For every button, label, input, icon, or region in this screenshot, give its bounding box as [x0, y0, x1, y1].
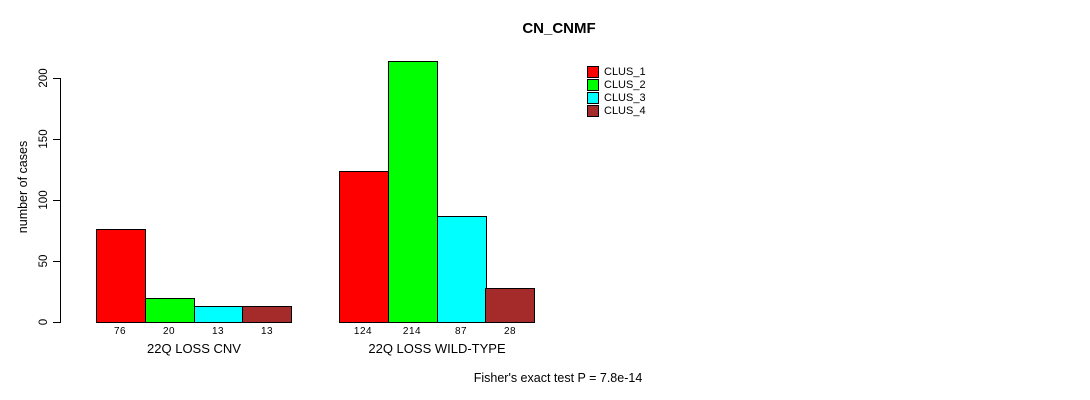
- legend: CLUS_1 CLUS_2 CLUS_3 CLUS_4: [587, 65, 646, 117]
- legend-swatch-icon: [587, 65, 599, 78]
- bar-clus_4-group1: [242, 306, 292, 323]
- bar-value-label: 13: [260, 326, 274, 337]
- bar-value-label: 20: [162, 326, 176, 337]
- bar-value-label: 76: [113, 326, 127, 337]
- legend-item-clus_2: CLUS_2: [587, 78, 646, 91]
- bar-clus_3-group1: [194, 306, 244, 323]
- chart-title: CN_CNMF: [522, 20, 596, 37]
- legend-label: CLUS_4: [604, 104, 646, 117]
- y-axis-tick: [53, 200, 60, 201]
- y-axis-tick: [53, 322, 60, 323]
- legend-swatch-icon: [587, 78, 599, 91]
- legend-item-clus_3: CLUS_3: [587, 91, 646, 104]
- y-tick-label: 200: [38, 68, 50, 88]
- bar-clus_3-group2: [437, 216, 487, 323]
- bar-clus_4-group2: [485, 288, 535, 323]
- bar-clus_1-group1: [96, 229, 146, 323]
- y-axis-label: number of cases: [16, 140, 30, 234]
- y-axis-tick: [53, 261, 60, 262]
- bar-clus_2-group2: [388, 61, 438, 323]
- y-axis-line: [60, 78, 61, 323]
- legend-label: CLUS_2: [604, 78, 646, 91]
- legend-swatch-icon: [587, 91, 599, 104]
- legend-swatch-icon: [587, 104, 599, 117]
- bar-value-label: 28: [503, 326, 517, 337]
- category-label: 22Q LOSS CNV: [147, 341, 241, 356]
- annotation-text: Fisher's exact test P = 7.8e-14: [473, 371, 643, 385]
- y-tick-label: 0: [38, 318, 50, 326]
- y-axis-tick: [53, 139, 60, 140]
- bar-value-label: 214: [402, 326, 422, 337]
- bar-value-label: 13: [211, 326, 225, 337]
- legend-label: CLUS_1: [604, 65, 646, 78]
- bar-value-label: 124: [353, 326, 373, 337]
- legend-item-clus_1: CLUS_1: [587, 65, 646, 78]
- bar-value-label: 87: [454, 326, 468, 337]
- category-label: 22Q LOSS WILD-TYPE: [368, 341, 506, 356]
- y-axis-tick: [53, 78, 60, 79]
- y-tick-label: 150: [38, 129, 50, 149]
- bar-clus_2-group1: [145, 298, 195, 323]
- y-tick-label: 50: [38, 254, 50, 268]
- legend-item-clus_4: CLUS_4: [587, 104, 646, 117]
- bar-clus_1-group2: [339, 171, 389, 323]
- legend-label: CLUS_3: [604, 91, 646, 104]
- y-tick-label: 100: [38, 190, 50, 210]
